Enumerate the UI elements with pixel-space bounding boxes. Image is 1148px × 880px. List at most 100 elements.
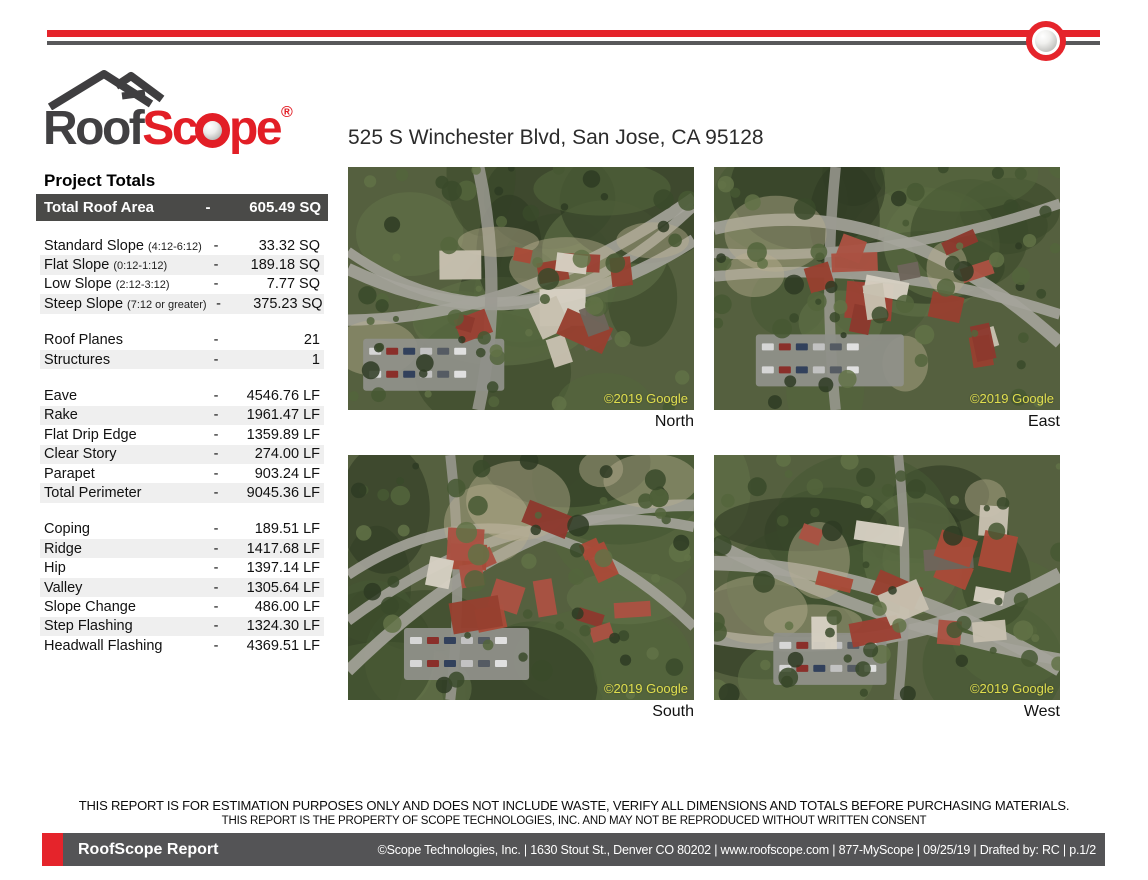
row-value: 1324.30 LF [246,618,320,635]
table-row: Low Slope (2:12-3:12) - 7.77 SQ [40,275,324,294]
row-value: 903.24 LF [254,465,320,482]
row-value: 1417.68 LF [246,540,320,557]
table-row: Structures - 1 [40,349,324,370]
row-dash: - [213,276,219,293]
aerial-view-south: ©2019 Google South [348,455,694,721]
row-dash: - [213,351,219,368]
disclaimer-line-2: THIS REPORT IS THE PROPERTY OF SCOPE TEC… [221,815,927,827]
row-value: 189.18 SQ [250,257,320,274]
aerial-photo: ©2019 Google [348,455,694,700]
row-value: 33.32 SQ [258,237,320,254]
row-label: Clear Story [40,446,204,462]
row-dash: - [213,257,219,274]
row-dash: - [213,407,219,424]
row-dash: - [213,388,219,405]
aerial-view-north: ©2019 Google North [348,167,694,431]
row-dash: - [213,465,219,482]
aerial-photo: ©2019 Google [714,167,1060,410]
top-accent-line-red [47,30,1100,37]
row-label: Rake [40,407,204,423]
logo-word-roof: Roof [43,102,145,155]
table-row: Valley - 1305.64 LF [40,577,324,598]
disclaimer-line-1: THIS REPORT IS FOR ESTIMATION PURPOSES O… [78,798,1070,813]
row-value: 21 [303,332,320,349]
row-label: Roof Planes [40,332,204,348]
aerial-direction-label: East [1027,413,1060,430]
row-value: 4546.76 LF [246,388,320,405]
logo-word-scope-right: pe [229,102,283,155]
row-dash: - [213,237,219,254]
google-watermark: ©2019 Google [969,681,1054,696]
table-row: Coping - 189.51 LF [40,520,324,539]
roof-outline-icon [47,70,165,110]
row-label-text: Ridge [44,540,82,557]
row-slope-note: (0:12-1:12) [113,260,168,273]
footer-bar: RoofScope Report ©Scope Technologies, In… [42,833,1105,866]
table-row: Step Flashing - 1324.30 LF [40,616,324,637]
row-value: 4369.51 LF [246,637,320,654]
row-value: 1397.14 LF [246,560,320,577]
registered-trademark-icon: ® [281,104,293,121]
logo-sphere-o-icon [195,113,231,148]
table-row: Parapet - 903.24 LF [40,464,324,483]
total-roof-area-dash: - [205,199,211,216]
row-dash: - [213,540,219,557]
table-row: Eave - 4546.76 LF [40,386,324,405]
sphere-ornament-icon [1026,21,1066,61]
total-roof-area-label: Total Roof Area [44,199,155,216]
row-value: 1359.89 LF [246,426,320,443]
row-label: Slope Change [40,599,204,615]
row-label-text: Roof Planes [44,332,123,349]
row-dash: - [213,579,219,596]
aerial-direction-label: West [1023,703,1060,720]
footer-report-title: RoofScope Report [78,840,219,858]
row-label: Parapet [40,466,204,482]
row-label: Coping [40,521,204,537]
row-value: 1961.47 LF [246,407,320,424]
table-row: Flat Drip Edge - 1359.89 LF [40,425,324,444]
aerial-photo: ©2019 Google [714,455,1060,700]
row-dash: - [213,521,219,538]
table-row: Roof Planes - 21 [40,331,324,350]
row-value: 375.23 SQ [253,295,323,312]
row-label-text: Clear Story [44,446,117,463]
google-watermark: ©2019 Google [603,391,688,406]
table-row: Total Perimeter - 9045.36 LF [40,483,324,503]
table-row: Flat Slope (0:12-1:12) - 189.18 SQ [40,255,324,275]
row-label-text: Flat Slope [44,257,110,274]
table-row: Slope Change - 486.00 LF [40,597,324,616]
table-row: Clear Story - 274.00 LF [40,444,324,464]
row-slope-note: (2:12-3:12) [115,279,170,292]
row-label-text: Coping [44,521,90,538]
aerial-direction-label: South [652,703,694,720]
row-dash: - [213,618,219,635]
project-totals-heading: Project Totals [44,171,156,190]
row-label-text: Valley [44,579,83,596]
row-slope-note: (7:12 or greater) [127,298,207,311]
table-row: Rake - 1961.47 LF [40,405,324,426]
total-roof-area-value: 605.49 SQ [249,199,321,216]
row-dash: - [213,426,219,443]
row-value: 9045.36 LF [246,484,320,501]
row-label-text: Step Flashing [44,618,133,635]
row-label: Flat Drip Edge [40,427,204,443]
row-label-text: Steep Slope [44,295,124,312]
totals-group: Standard Slope (4:12-6:12) -33.32 SQ Flat … [40,236,324,314]
row-label: Step Flashing [40,618,204,634]
row-dash: - [213,637,219,654]
google-watermark: ©2019 Google [603,681,688,696]
footer-red-accent [42,833,63,866]
logo-word-scope-left: Sc [142,102,198,155]
total-roof-area-banner: Total Roof Area - 605.49 SQ [36,194,328,221]
table-row: Hip - 1397.14 LF [40,558,324,577]
row-label-text: Standard Slope [44,237,144,254]
row-label-text: Low Slope [44,276,112,293]
row-label-text: Flat Drip Edge [44,426,137,443]
totals-group: Roof Planes - 21 Structures - 1 [40,331,324,370]
row-label-text: Headwall Flashing [44,637,163,654]
row-dash: - [213,332,219,349]
aerial-view-west: ©2019 Google West [714,455,1060,721]
row-value: 7.77 SQ [266,276,320,293]
row-value: 189.51 LF [254,521,320,538]
